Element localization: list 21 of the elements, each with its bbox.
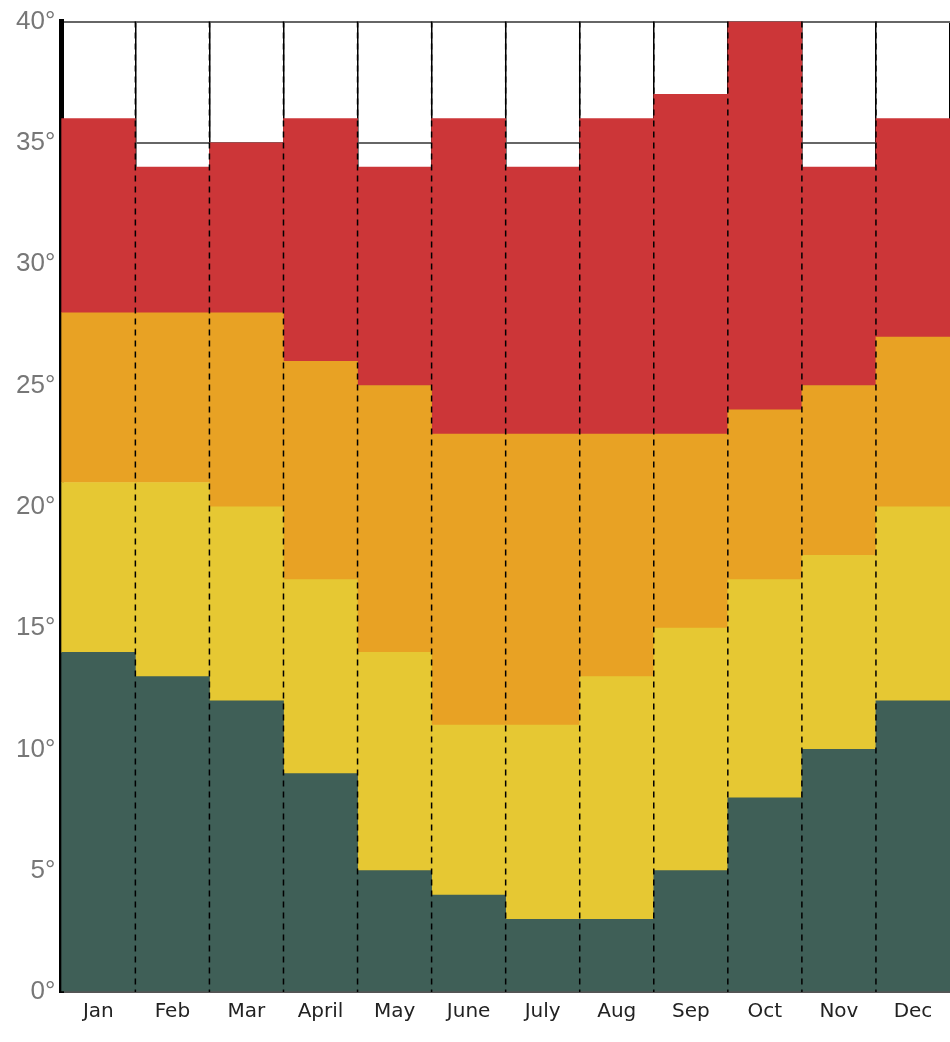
x-tick-label: May: [373, 998, 416, 1023]
x-tick-label: Sep: [671, 998, 710, 1023]
x-tick-label: Oct: [747, 998, 783, 1023]
x-tick-label: April: [297, 998, 344, 1023]
y-tick-label: 25°: [15, 368, 56, 399]
y-tick-label: 35°: [15, 126, 56, 157]
x-tick-label: Feb: [154, 998, 191, 1023]
y-tick-label: 20°: [15, 489, 56, 520]
x-tick-label: Dec: [893, 998, 933, 1023]
y-tick-label: 15°: [15, 611, 56, 642]
x-tick-label: Nov: [819, 998, 859, 1023]
y-tick-label: 40°: [15, 4, 56, 35]
x-tick-label: June: [444, 998, 491, 1023]
x-tick-label: July: [522, 998, 561, 1023]
y-tick-label: 5°: [30, 853, 56, 884]
y-tick-label: 0°: [30, 975, 56, 1006]
x-tick-label: Mar: [227, 998, 267, 1023]
y-tick-label: 30°: [15, 247, 56, 278]
x-tick-label: Aug: [597, 998, 637, 1023]
x-tick-label: Jan: [80, 998, 114, 1023]
y-tick-label: 10°: [15, 732, 56, 763]
